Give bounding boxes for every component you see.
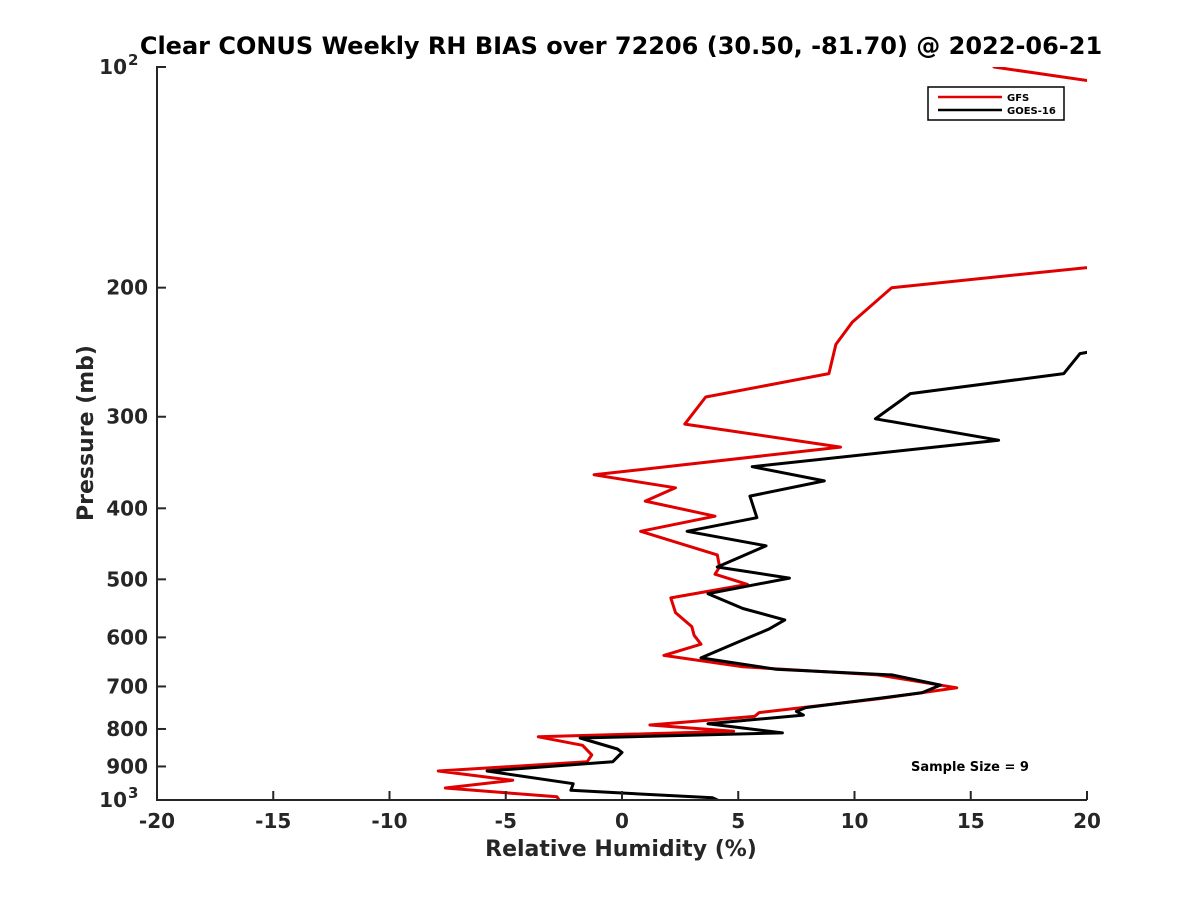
series-layer <box>436 67 1087 800</box>
x-tick-label: -20 <box>139 809 175 833</box>
y-tick-label: 300 <box>106 405 148 429</box>
legend-box <box>927 86 1065 121</box>
x-tick-label: 20 <box>1073 809 1101 833</box>
chart-title: Clear CONUS Weekly RH BIAS over 72206 (3… <box>140 32 1102 60</box>
y-tick-label: 500 <box>106 567 148 591</box>
x-tick-label: 5 <box>731 809 745 833</box>
y-tick-label-base: 10 <box>99 788 127 812</box>
y-tick-label: 700 <box>106 674 148 698</box>
y-tick-label-base: 10 <box>99 55 127 79</box>
y-tick-label: 800 <box>106 717 148 741</box>
y-tick-label: 200 <box>106 276 148 300</box>
y-tick-label-exponent: 2 <box>128 51 138 69</box>
y-tick-label: 900 <box>106 754 148 778</box>
y-tick-label-exponent: 3 <box>128 784 138 802</box>
y-axis-title: Pressure (mb) <box>74 345 99 521</box>
x-tick-label: 10 <box>841 809 869 833</box>
x-tick-label: -5 <box>495 809 517 833</box>
sample-size-annotation: Sample Size = 9 <box>911 760 1029 775</box>
y-tick-label: 600 <box>106 625 148 649</box>
legend-label-gfs: GFS <box>1007 93 1029 104</box>
x-tick-label: -15 <box>255 809 291 833</box>
legend: GFS GOES-16 <box>927 86 1065 121</box>
y-tick-label: 400 <box>106 496 148 520</box>
x-tick-label: -10 <box>371 809 407 833</box>
x-tick-label: 0 <box>615 809 629 833</box>
x-tick-label: 15 <box>957 809 985 833</box>
series-line-gfs <box>436 67 1087 800</box>
x-axis-ticks: -20 -15 -10 -5 0 5 10 15 20 <box>139 791 1101 833</box>
x-axis-title: Relative Humidity (%) <box>485 837 757 862</box>
legend-label-goes16: GOES-16 <box>1007 106 1056 117</box>
series-line-goes-16 <box>485 350 1087 800</box>
